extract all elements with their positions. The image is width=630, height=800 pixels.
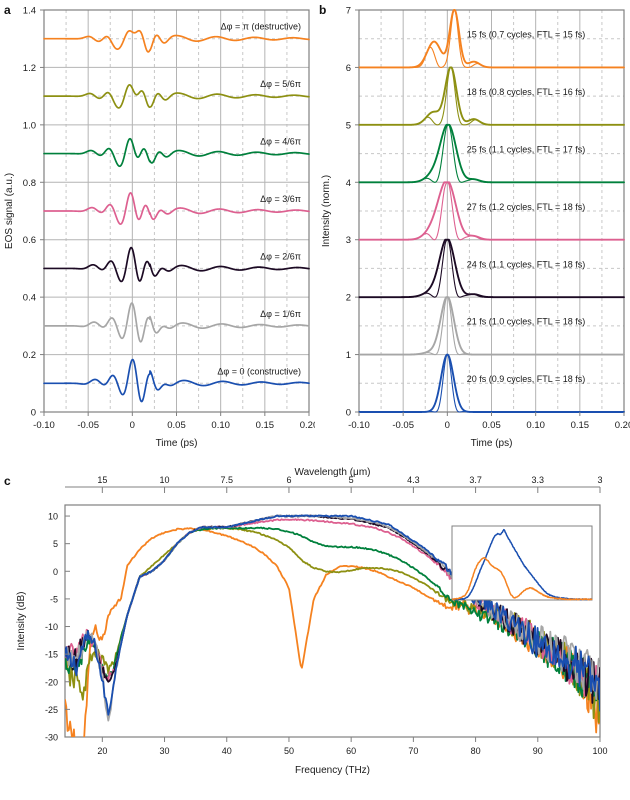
- panel-c-xtick: 50: [284, 746, 294, 756]
- panel-a-curve-label: Δφ = 4/6π: [260, 137, 301, 147]
- panel-b-ylabel: Intensity (norm.): [321, 175, 332, 247]
- panel-a-ytick: 0.6: [23, 235, 36, 246]
- panel-b-xtick: 0.15: [571, 420, 590, 431]
- panel-b-ytick: 6: [346, 63, 351, 74]
- panel-b-xlabel: Time (ps): [471, 438, 513, 449]
- panel-c-ytick: -15: [45, 650, 58, 660]
- panel-c-xtick: 70: [408, 746, 418, 756]
- panel-b-curve-label: 21 fs (1.0 cycles, FTL = 18 fs): [467, 317, 585, 327]
- panel-c-ytick: -10: [45, 622, 58, 632]
- panel-c-xtick: 30: [160, 746, 170, 756]
- panel-b-xtick: 0.10: [526, 420, 545, 431]
- panel-a-ytick: 1.4: [23, 6, 36, 17]
- panel-a-ytick: 0.2: [23, 350, 36, 361]
- panel-a-curve-label: Δφ = π (destructive): [221, 22, 301, 32]
- panel-c-ytick: 0: [53, 567, 58, 577]
- panel-a-xtick: -0.10: [33, 420, 55, 431]
- panel-b-xtick: 0.20: [615, 420, 630, 431]
- panel-a-curve-label: Δφ = 5/6π: [260, 79, 301, 89]
- panel-a-xtick: 0.05: [167, 420, 186, 431]
- panel-b-ytick: 4: [346, 178, 351, 189]
- panel-c-wavelength-tick: 5: [349, 475, 354, 485]
- panel-c-wavelength-tick: 15: [97, 475, 107, 485]
- panel-a-curve-label: Δφ = 3/6π: [260, 194, 301, 204]
- panel-b-ytick: 3: [346, 235, 351, 246]
- panel-c-xtick: 100: [592, 746, 607, 756]
- panel-c-ytick: 5: [53, 539, 58, 549]
- panel-c-letter: c: [4, 474, 11, 488]
- panel-a-ytick: 0: [31, 408, 36, 419]
- panel-b-ytick: 2: [346, 293, 351, 304]
- panel-c-xtick: 80: [471, 746, 481, 756]
- panel-c-wavelength-tick: 3: [597, 475, 602, 485]
- panel-b-xtick: -0.05: [392, 420, 414, 431]
- panel-b-curve-label: 27 fs (1.2 cycles, FTL = 18 fs): [467, 202, 585, 212]
- panel-a-xtick: 0.15: [256, 420, 275, 431]
- panel-c-ytick: -5: [50, 594, 58, 604]
- panel-b-ytick: 5: [346, 120, 351, 131]
- panel-a-ytick: 1.0: [23, 120, 36, 131]
- panel-c-ytick: -25: [45, 705, 58, 715]
- panel-a-plot: Δφ = 0 (constructive) Δφ = 1/6π Δφ = 2/6π Δ…: [4, 6, 315, 450]
- panel-a-xtick: 0: [130, 420, 135, 431]
- panel-a-xlabel: Time (ps): [156, 438, 198, 449]
- panel-a-ytick: 0.4: [23, 293, 36, 304]
- panel-a-ylabel: EOS signal (a.u.): [4, 173, 15, 249]
- panel-c-top-axis-label: Wavelength (μm): [295, 467, 371, 478]
- panel-b-ytick: 1: [346, 350, 351, 361]
- panel-c-xtick: 40: [222, 746, 232, 756]
- panel-a-curve-label: Δφ = 0 (constructive): [217, 366, 301, 376]
- panel-a-letter: a: [4, 3, 11, 17]
- panel-c: c Wavelength (μm) 15 10 7.5 6 5 4.3 3.7 3.3 3 20 30…: [0, 462, 630, 800]
- panel-b-curve-label: 15 fs (0.7 cycles, FTL = 15 fs): [467, 30, 585, 40]
- panel-b-xtick: -0.10: [348, 420, 370, 431]
- panel-a-ytick: 1.2: [23, 63, 36, 74]
- panel-b-xtick: 0: [445, 420, 450, 431]
- panel-c-xtick: 20: [97, 746, 107, 756]
- panel-c-wavelength-tick: 6: [286, 475, 291, 485]
- panel-c-plot: Wavelength (μm) 15 10 7.5 6 5 4.3 3.7 3.3 3 20 30 40…: [16, 467, 608, 776]
- panel-b-ytick: 0: [346, 408, 351, 419]
- panel-b-curve-label: 25 fs (1.1 cycles, FTL = 17 fs): [467, 144, 585, 154]
- panel-c-wavelength-tick: 10: [160, 475, 170, 485]
- panel-b-curve-label: 20 fs (0.9 cycles, FTL = 18 fs): [467, 374, 585, 384]
- panel-c-xtick: 90: [533, 746, 543, 756]
- panel-b-letter: b: [319, 3, 327, 17]
- panel-b-curve-label: 24 fs (1.1 cycles, FTL = 18 fs): [467, 259, 585, 269]
- panel-b-ytick: 7: [346, 6, 351, 17]
- panel-a-ytick: 0.8: [23, 178, 36, 189]
- panel-b-plot: 20 fs (0.9 cycles, FTL = 18 fs) 21 fs (1.…: [321, 6, 630, 450]
- panel-a-xtick: -0.05: [77, 420, 99, 431]
- panel-a-xtick: 0.10: [211, 420, 230, 431]
- panel-c-wavelength-tick: 4.3: [407, 475, 420, 485]
- panel-b: b 20 fs (0.9 cycles, FTL = 18 fs) 21 fs (…: [315, 0, 630, 462]
- panel-a-curve-label: Δφ = 2/6π: [260, 251, 301, 261]
- panel-a-curve-label: Δφ = 1/6π: [260, 309, 301, 319]
- panel-a-xtick: 0.20: [300, 420, 315, 431]
- panel-c-ytick: -30: [45, 733, 58, 743]
- panel-c-ytick: -20: [45, 677, 58, 687]
- panel-c-wavelength-tick: 7.5: [220, 475, 233, 485]
- panel-c-wavelength-tick: 3.7: [469, 475, 482, 485]
- panel-c-xlabel: Frequency (THz): [295, 765, 370, 776]
- panel-c-xtick: 60: [346, 746, 356, 756]
- panel-c-wavelength-tick: 3.3: [532, 475, 545, 485]
- panel-c-ylabel: Intensity (dB): [16, 592, 27, 651]
- panel-c-ytick: 10: [48, 512, 58, 522]
- panel-b-curve-label: 18 fs (0.8 cycles, FTL = 16 fs): [467, 87, 585, 97]
- panel-a: a Δφ = 0 (constructive) Δφ = 1/6π Δφ = 2/6…: [0, 0, 315, 462]
- panel-b-xtick: 0.05: [482, 420, 501, 431]
